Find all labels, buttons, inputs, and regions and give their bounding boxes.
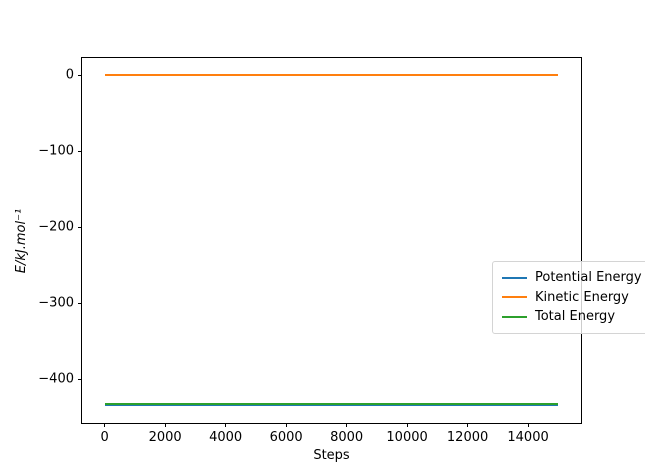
legend-line-sample xyxy=(502,296,527,299)
x-tick-label: 12000 xyxy=(446,430,489,445)
x-tick-mark xyxy=(346,423,348,427)
y-tick-label: −400 xyxy=(38,371,74,387)
legend-item: Potential Energy xyxy=(502,268,644,288)
y-tick-mark xyxy=(78,74,82,76)
x-tick-label: 8000 xyxy=(330,430,364,445)
axes: 0 2000 4000 6000 8000 10000 12000 14000 0 −100 −2… xyxy=(14,57,645,463)
legend: Potential Energy Kinetic Energy Total Ener… xyxy=(492,261,645,334)
legend-line-sample xyxy=(502,276,527,279)
legend-line-sample xyxy=(502,315,527,318)
legend-item-label: Potential Energy xyxy=(535,270,642,286)
legend-item: Kinetic Energy xyxy=(502,288,644,308)
x-tick-mark xyxy=(225,423,227,427)
y-tick-label: 0 xyxy=(65,67,74,83)
x-tick-label: 14000 xyxy=(507,430,549,445)
x-tick-label: 2000 xyxy=(148,430,182,445)
x-tick-label: 0 xyxy=(100,430,109,445)
line-kinetic-energy xyxy=(104,73,559,76)
legend-item-label: Total Energy xyxy=(535,309,616,325)
y-tick-mark xyxy=(78,150,82,152)
y-tick-mark xyxy=(78,226,82,228)
line-total-energy xyxy=(104,403,559,405)
y-tick-label: −200 xyxy=(38,219,74,235)
y-axis-label: E/kJ.mol⁻¹ xyxy=(14,208,29,273)
x-tick-label: 6000 xyxy=(269,430,303,445)
y-tick-label: −100 xyxy=(38,143,74,159)
x-tick-mark xyxy=(104,423,106,427)
legend-item-label: Kinetic Energy xyxy=(535,289,629,305)
y-tick-mark xyxy=(78,302,82,304)
x-tick-mark xyxy=(164,423,166,427)
y-tick-label: −300 xyxy=(38,295,74,311)
x-axis-label: Steps xyxy=(313,448,350,463)
x-tick-mark xyxy=(406,423,408,427)
x-tick-mark xyxy=(527,423,529,427)
x-tick-label: 10000 xyxy=(386,430,428,445)
x-tick-mark xyxy=(285,423,287,427)
x-tick-mark xyxy=(467,423,469,427)
y-tick-mark xyxy=(78,378,82,380)
x-tick-label: 4000 xyxy=(209,430,243,445)
legend-item: Total Energy xyxy=(502,307,644,327)
